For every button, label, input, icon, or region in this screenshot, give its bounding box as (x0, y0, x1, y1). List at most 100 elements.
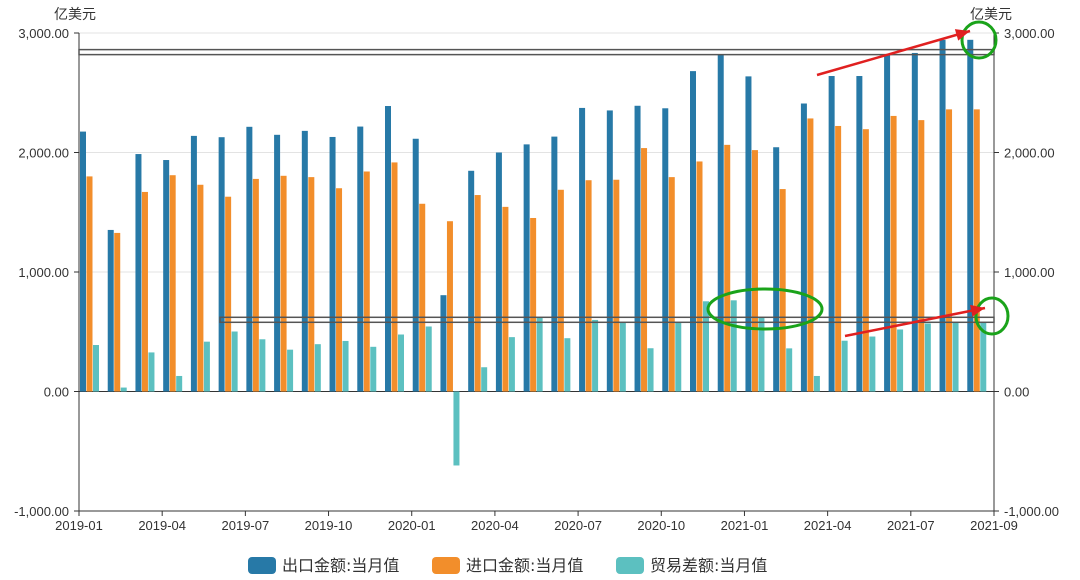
bar-export (468, 170, 475, 392)
annotation-hline (78, 48, 995, 56)
bar-export (717, 54, 724, 392)
annotation-circle (706, 287, 824, 331)
y-tick-label-right: 0.00 (1004, 385, 1029, 400)
legend-item: 出口金额:当月值 (248, 556, 399, 575)
bar-balance (93, 345, 99, 392)
bar-import (668, 177, 675, 392)
y-tick-label-left: 1,000.00 (18, 265, 69, 280)
bar-export (246, 126, 253, 392)
annotation-hline (219, 316, 995, 324)
legend: 出口金额:当月值 进口金额:当月值 贸易差额:当月值 (248, 556, 767, 575)
bar-export (634, 105, 641, 392)
legend-item: 贸易差额:当月值 (616, 556, 767, 575)
bar-export (329, 136, 336, 392)
bar-balance (259, 339, 266, 392)
bar-export (163, 160, 170, 392)
bar-export (800, 103, 807, 392)
bar-import (391, 162, 398, 392)
bar-export (939, 39, 946, 392)
x-tick-label: 2020-01 (388, 518, 436, 533)
x-tick-label: 2021-01 (721, 518, 769, 533)
bar-import (225, 196, 232, 392)
bar-balance (314, 344, 321, 392)
legend-label: 进口金额:当月值 (466, 556, 583, 575)
bar-import (197, 184, 204, 392)
bar-export (967, 39, 974, 392)
annotation-arrow (844, 304, 986, 338)
annotation-circle (974, 296, 1010, 336)
bar-balance (453, 391, 460, 466)
x-tick-label: 2020-07 (554, 518, 602, 533)
y-tick-label-left: 2,000.00 (18, 146, 69, 161)
bar-export (884, 54, 891, 392)
bars (80, 39, 987, 466)
bar-import (890, 115, 897, 392)
bar-export (579, 107, 586, 392)
legend-swatch (432, 557, 460, 574)
bar-balance (786, 348, 793, 392)
x-tick-label: 2020-04 (471, 518, 519, 533)
bar-import (862, 129, 869, 392)
y-tick-label-left: 3,000.00 (18, 26, 69, 41)
bar-balance (287, 349, 294, 392)
bar-import (696, 161, 703, 392)
bar-balance (647, 348, 654, 392)
bar-balance (841, 340, 848, 392)
annotation-circle (960, 20, 998, 60)
y-tick-label-left: 0.00 (44, 385, 69, 400)
bar-balance (231, 331, 238, 392)
y-tick-label-right: 2,000.00 (1004, 146, 1055, 161)
bar-balance (176, 375, 183, 392)
bar-import (474, 195, 481, 392)
bar-import (114, 232, 121, 392)
bar-import (751, 150, 758, 392)
bar-import (557, 189, 564, 392)
bar-balance (592, 319, 599, 392)
bar-export (107, 229, 114, 392)
bar-balance (924, 323, 931, 392)
bar-export (523, 144, 530, 392)
bar-export (135, 154, 142, 392)
x-tick-label: 2020-10 (637, 518, 685, 533)
bar-import (419, 203, 426, 392)
x-tick-label: 2019-10 (305, 518, 353, 533)
bar-export (856, 76, 863, 392)
bar-export (828, 76, 835, 392)
bar-balance (481, 367, 488, 392)
bar-balance (203, 341, 210, 392)
right-unit-label: 亿美元 (970, 7, 1012, 23)
y-tick-label-right: 3,000.00 (1004, 26, 1055, 41)
bar-import (973, 109, 980, 392)
x-tick-label: 2021-07 (887, 518, 935, 533)
axes: 3,000.00 3,000.00 2,000.00 2,000.00 1,000.00… (14, 26, 1059, 533)
bar-import (280, 175, 287, 392)
bar-export (773, 147, 780, 392)
left-unit-label: 亿美元 (54, 7, 96, 23)
bar-export (274, 134, 281, 392)
x-tick-label: 2021-09 (970, 518, 1018, 533)
bar-balance (398, 334, 404, 392)
annotations (78, 20, 1010, 338)
bar-import (918, 120, 925, 392)
bar-export (606, 110, 613, 392)
bar-balance (148, 352, 155, 392)
bar-balance (425, 326, 432, 392)
grid (79, 32, 994, 273)
bar-import (141, 191, 148, 392)
bar-export (440, 295, 447, 392)
bar-balance (342, 340, 349, 392)
y-tick-label-right: 1,000.00 (1004, 265, 1055, 280)
bar-import (308, 177, 315, 392)
bar-import (169, 175, 176, 392)
bar-export (412, 138, 419, 392)
bar-balance (980, 321, 987, 392)
legend-swatch (616, 557, 644, 574)
bar-balance (370, 346, 377, 392)
bar-import (807, 118, 814, 392)
bar-export (357, 126, 364, 392)
bar-export (385, 106, 391, 392)
bar-balance (619, 322, 626, 392)
bar-export (80, 131, 86, 392)
bar-export (745, 76, 752, 392)
bar-export (218, 137, 225, 392)
